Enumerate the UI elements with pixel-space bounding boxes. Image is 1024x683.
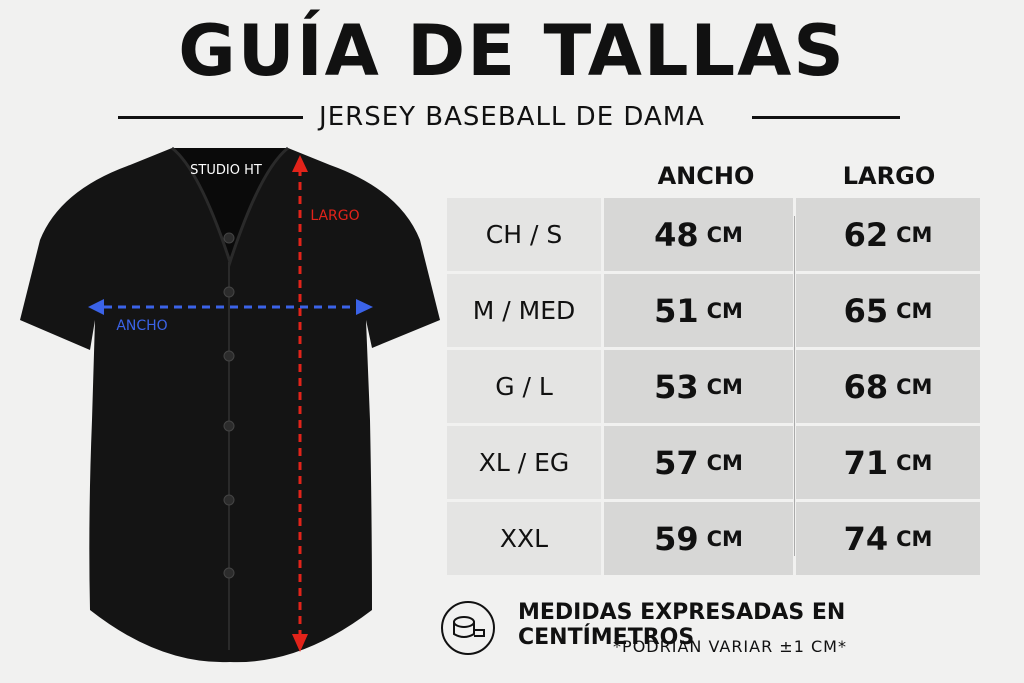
largo-label: LARGO (310, 208, 359, 224)
value: 62 (843, 215, 889, 254)
value: 48 (654, 215, 699, 254)
tape-icon (441, 601, 495, 655)
brand-label: STUDIO HT (190, 163, 262, 178)
value: 71 (843, 443, 889, 482)
value: 68 (843, 367, 889, 406)
ancho-cell: 59 CM (604, 502, 793, 575)
column-header: LARGO (842, 162, 936, 190)
value: 57 (654, 443, 699, 482)
value: 65 (843, 291, 889, 330)
jersey: STUDIO HT LARGO ANCHO (20, 146, 440, 663)
unit: CM (706, 298, 743, 323)
size-cell: CH / S (447, 198, 601, 271)
unit: CM (896, 526, 933, 551)
size-cell: XXL (447, 502, 601, 575)
largo-cell: 68 CM (796, 350, 980, 423)
unit: CM (896, 374, 933, 399)
ancho-cell: 51 CM (604, 274, 793, 347)
unit: CM (706, 450, 743, 475)
table-row: M / MED 51 CM 65 CM (447, 274, 980, 347)
largo-cell: 74 CM (796, 502, 980, 575)
size-cell: XL / EG (447, 426, 601, 499)
rule (752, 116, 900, 119)
ancho-cell: 53 CM (604, 350, 793, 423)
unit: CM (706, 526, 743, 551)
title: GUÍA DE TALLAS (178, 10, 846, 92)
unit: CM (896, 298, 933, 323)
rule (118, 116, 303, 119)
unit: CM (896, 450, 933, 475)
value: 53 (654, 367, 699, 406)
unit: CM (896, 222, 933, 247)
subtitle: JERSEY BASEBALL DE DAMA (319, 102, 705, 132)
footer-disclaimer: *PODRÍAN VARIAR ±1 CM* (613, 637, 847, 656)
ancho-cell: 57 CM (604, 426, 793, 499)
buttons (223, 232, 235, 579)
ancho-label: ANCHO (116, 318, 167, 334)
largo-cell: 71 CM (796, 426, 980, 499)
size-cell: M / MED (447, 274, 601, 347)
unit: CM (706, 374, 743, 399)
value: 59 (654, 519, 699, 558)
largo-cell: 65 CM (796, 274, 980, 347)
footer-note: MEDIDAS EXPRESADAS EN CENTÍMETROS (518, 600, 846, 650)
size-table: CH / S 48 CM 62 CM M / MED 51 CM 65 CM G / L 53 CM 68… (447, 198, 980, 575)
value: 74 (843, 519, 889, 558)
table-row: XXL 59 CM 74 CM (447, 502, 980, 575)
value: 51 (654, 291, 699, 330)
table-row: XL / EG 57 CM 71 CM (447, 426, 980, 499)
column-header: ANCHO (657, 162, 755, 190)
table-row: CH / S 48 CM 62 CM (447, 198, 980, 271)
size-cell: G / L (447, 350, 601, 423)
unit: CM (706, 222, 743, 247)
table-row: G / L 53 CM 68 CM (447, 350, 980, 423)
ancho-cell: 48 CM (604, 198, 793, 271)
largo-cell: 62 CM (796, 198, 980, 271)
divider (794, 216, 795, 556)
